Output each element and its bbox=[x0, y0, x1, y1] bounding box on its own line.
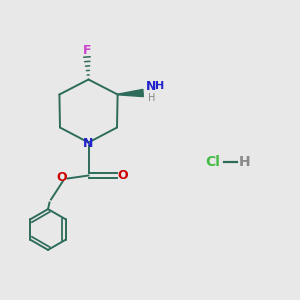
Text: O: O bbox=[57, 171, 68, 184]
Text: Cl: Cl bbox=[206, 155, 220, 169]
Polygon shape bbox=[118, 89, 143, 97]
Text: N: N bbox=[83, 137, 94, 150]
Text: H: H bbox=[155, 81, 164, 91]
Text: H: H bbox=[239, 155, 250, 169]
Text: O: O bbox=[118, 169, 128, 182]
Text: N: N bbox=[146, 80, 157, 94]
Text: F: F bbox=[83, 44, 91, 57]
Text: H: H bbox=[148, 93, 155, 103]
